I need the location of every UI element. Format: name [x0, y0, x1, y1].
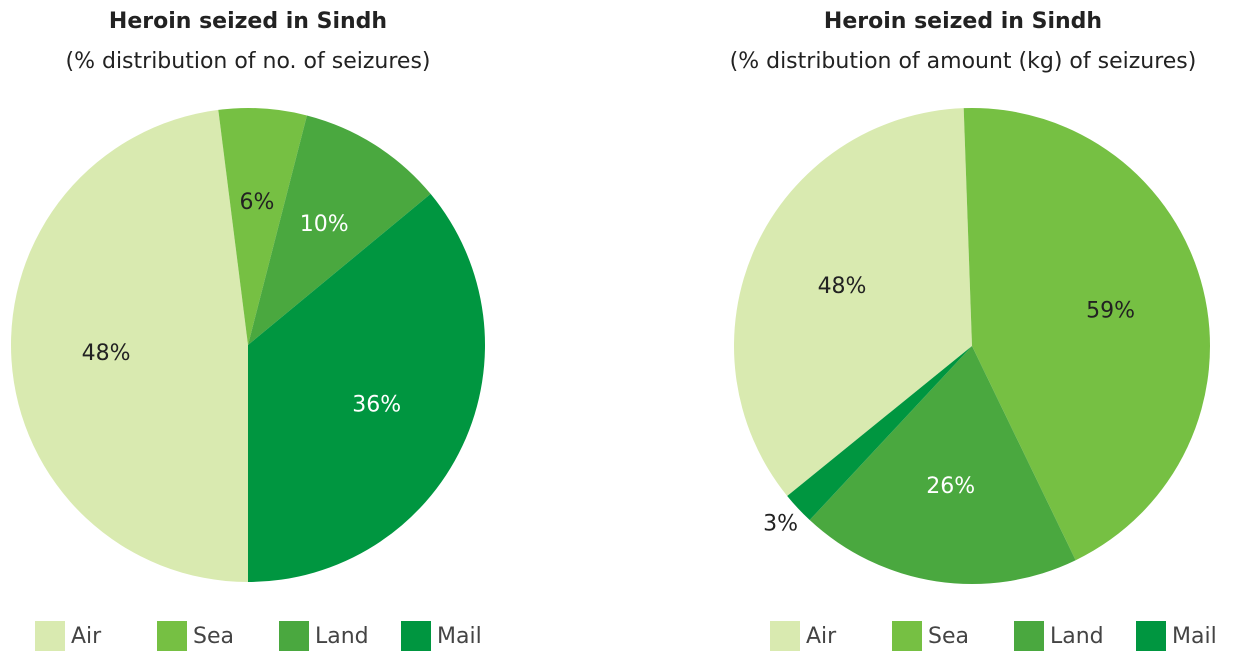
- legend-swatch: [401, 621, 431, 651]
- pie-slice: [787, 346, 972, 521]
- pie-slice: [963, 107, 1211, 561]
- legend-label: Air: [806, 624, 837, 649]
- chart-title: Heroin seized in Sindh: [109, 9, 387, 34]
- legend-label: Mail: [437, 624, 482, 649]
- legend-label: Mail: [1172, 624, 1217, 649]
- pie-slice: [218, 108, 307, 346]
- chart-title: Heroin seized in Sindh: [824, 9, 1102, 34]
- data-label: 36%: [352, 393, 401, 418]
- legend-label: Sea: [928, 624, 969, 649]
- chart-subtitle: (% distribution of amount (kg) of seizur…: [730, 49, 1197, 74]
- chart-subtitle: (% distribution of no. of seizures): [66, 49, 431, 74]
- data-label: 59%: [1086, 299, 1135, 324]
- legend-label: Air: [71, 624, 102, 649]
- pie-slice: [248, 193, 485, 582]
- data-label: 10%: [300, 212, 349, 237]
- legend-swatch: [1014, 621, 1044, 651]
- legend-label: Sea: [193, 624, 234, 649]
- pie-slice: [733, 108, 972, 496]
- legend-swatch: [157, 621, 187, 651]
- legend-label: Land: [1050, 624, 1104, 649]
- pie-slice: [10, 109, 249, 583]
- pie-slice: [809, 346, 1076, 585]
- data-label: 26%: [926, 474, 975, 499]
- data-label: 48%: [818, 274, 867, 299]
- pie-slice: [248, 115, 431, 345]
- legend-swatch: [279, 621, 309, 651]
- data-label: 6%: [239, 190, 274, 215]
- data-label: 3%: [763, 512, 798, 537]
- legend-swatch: [35, 621, 65, 651]
- data-label: 48%: [82, 341, 131, 366]
- legend-swatch: [770, 621, 800, 651]
- legend-swatch: [892, 621, 922, 651]
- legend-swatch: [1136, 621, 1166, 651]
- legend-label: Land: [315, 624, 369, 649]
